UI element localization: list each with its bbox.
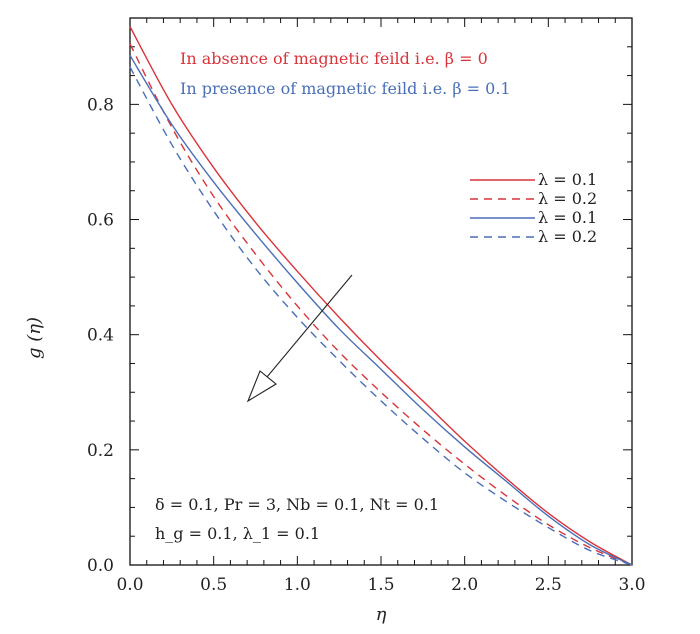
param-annotation-line2: h_g = 0.1, λ_1 = 0.1 xyxy=(155,524,320,543)
arrow-head xyxy=(246,370,277,403)
trend-arrow xyxy=(246,274,353,403)
legend-label-3: λ = 0.1 xyxy=(538,208,597,227)
x-tick-label: 0.0 xyxy=(116,575,143,595)
x-tick-label: 2.0 xyxy=(451,575,478,595)
x-tick-label: 1.0 xyxy=(284,575,311,595)
x-tick-label: 1.5 xyxy=(367,575,394,595)
series-line-4 xyxy=(129,66,633,566)
plot-border xyxy=(129,17,633,566)
annotation-presence: In presence of magnetic feild i.e. β = 0… xyxy=(180,79,511,98)
param-annotation-line1: δ = 0.1, Pr = 3, Nb = 0.1, Nt = 0.1 xyxy=(155,495,439,514)
y-axis-label: g (η) xyxy=(24,317,45,359)
x-tick-label: 0.5 xyxy=(200,575,227,595)
legend-label-4: λ = 0.2 xyxy=(538,227,597,246)
tick-labels: 0.0 0.5 1.0 1.5 2.0 2.5 3.0 0.0 0.2 0.4 0.6 0.8 xyxy=(87,95,646,595)
plot-frame xyxy=(129,17,633,566)
legend-label-1: λ = 0.1 xyxy=(538,170,597,189)
x-tick-label: 2.5 xyxy=(535,575,562,595)
series-line-2 xyxy=(129,43,633,566)
annotation-absence: In absence of magnetic feild i.e. β = 0 xyxy=(180,49,488,68)
arrow-shaft xyxy=(261,274,353,384)
y-tick-label: 0.0 xyxy=(87,556,114,576)
y-tick-label: 0.6 xyxy=(87,211,114,231)
x-tick-label: 3.0 xyxy=(618,575,645,595)
x-axis-label: η xyxy=(376,604,387,625)
legend-label-2: λ = 0.2 xyxy=(538,189,597,208)
y-tick-label: 0.4 xyxy=(87,326,114,346)
series-lines xyxy=(129,26,633,566)
y-tick-label: 0.2 xyxy=(87,441,114,461)
legend: λ = 0.1λ = 0.2λ = 0.1λ = 0.2 xyxy=(470,170,597,246)
series-line-1 xyxy=(129,26,633,566)
y-tick-label: 0.8 xyxy=(87,95,114,115)
axis-ticks xyxy=(129,18,633,566)
series-line-3 xyxy=(129,55,633,566)
